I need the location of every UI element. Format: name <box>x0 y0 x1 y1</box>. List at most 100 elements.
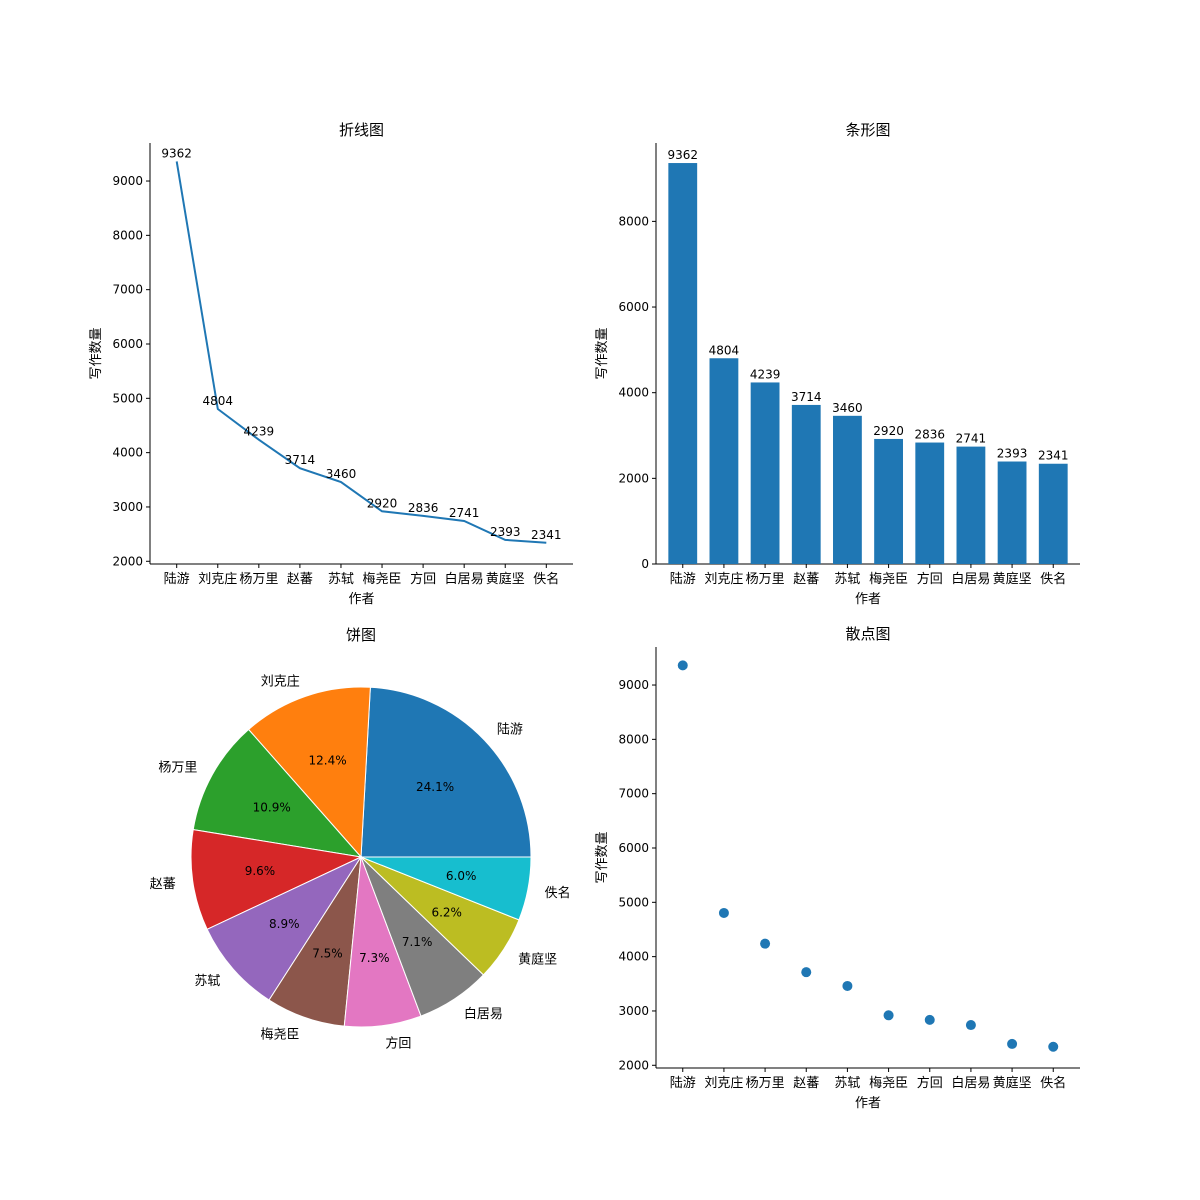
x-tick-label: 苏轼 <box>328 571 354 587</box>
data-label: 2920 <box>873 424 904 438</box>
x-tick-label: 梅尧臣 <box>363 572 402 587</box>
x-tick-label: 黄庭坚 <box>993 571 1032 587</box>
y-axis-label: 写作数量 <box>595 327 610 379</box>
data-label: 3460 <box>326 467 357 481</box>
pie-slice <box>190 829 363 930</box>
bar <box>833 415 862 564</box>
x-tick-label: 刘克庄 <box>198 571 237 587</box>
bar <box>915 442 945 564</box>
x-tick-label: 黄庭坚 <box>486 571 525 587</box>
pie-slice <box>360 686 532 858</box>
y-tick-label: 4000 <box>618 950 649 964</box>
pie-category-label: 白居易 <box>464 1006 503 1022</box>
y-tick-label: 6000 <box>618 841 649 855</box>
x-tick-label: 赵蕃 <box>793 1076 819 1091</box>
x-axis-label: 作者 <box>855 1096 881 1111</box>
subplot-line: 折线图 2000 3000 4000 5000 6000 7000 8000 9000 陆游 刘克庄… <box>89 121 573 607</box>
y-tick-label: 8000 <box>618 214 649 228</box>
bar <box>709 358 739 564</box>
data-label: 9362 <box>161 146 192 160</box>
data-label: 3714 <box>791 390 822 404</box>
y-tick-label: 4000 <box>112 446 143 460</box>
y-tick-label: 7000 <box>618 787 649 801</box>
x-tick-label: 杨万里 <box>746 572 785 587</box>
scatter-point <box>718 907 729 918</box>
subplot-pie: 饼图 24.1% 陆游 12.4% 刘克庄 10.9% 杨万里 9.6% 赵蕃 8.9% 苏轼 7.5… <box>150 626 571 1051</box>
y-axis-label: 写作数量 <box>89 327 104 379</box>
y-tick-label: 3000 <box>618 1004 649 1018</box>
pie-percent-label: 7.3% <box>359 951 390 965</box>
data-label: 4804 <box>709 343 740 357</box>
y-tick-label: 6000 <box>112 337 143 351</box>
x-tick-label: 梅尧臣 <box>869 1076 908 1091</box>
y-tick-label: 0 <box>641 557 649 571</box>
data-label: 2836 <box>914 428 945 442</box>
scatter-point <box>760 938 771 949</box>
data-label: 3460 <box>832 401 863 415</box>
data-label: 2741 <box>956 432 987 446</box>
pie-category-label: 方回 <box>385 1035 411 1051</box>
y-tick-label: 7000 <box>112 283 143 297</box>
pie-percent-label: 6.2% <box>431 905 462 919</box>
x-tick-label: 方回 <box>917 1075 943 1091</box>
pie-category-label: 佚名 <box>545 885 571 901</box>
scatter-point <box>965 1020 976 1031</box>
data-label: 2393 <box>997 447 1028 461</box>
x-tick-label: 赵蕃 <box>793 572 819 587</box>
pie-slice <box>247 686 371 859</box>
bar <box>997 461 1027 564</box>
x-tick-label: 苏轼 <box>834 1075 860 1091</box>
y-tick-label: 2000 <box>618 1058 649 1072</box>
series-line <box>175 161 547 544</box>
y-tick-label: 9000 <box>618 678 649 692</box>
chart-title: 饼图 <box>346 626 376 644</box>
bar <box>750 382 780 564</box>
x-tick-label: 刘克庄 <box>704 571 743 587</box>
bar <box>956 446 986 564</box>
y-axis-label: 写作数量 <box>595 831 610 883</box>
scatter-point <box>1048 1041 1059 1052</box>
x-tick-label: 佚名 <box>1040 1075 1066 1091</box>
scatter-point <box>801 967 812 978</box>
x-tick-label: 杨万里 <box>746 1076 785 1091</box>
scatter-point <box>842 980 853 991</box>
y-tick-label: 5000 <box>618 895 649 909</box>
scatter-point <box>677 660 688 671</box>
x-tick-label: 苏轼 <box>834 571 860 587</box>
data-label: 2741 <box>449 506 480 520</box>
pie-category-label: 陆游 <box>497 721 523 737</box>
chart-title: 散点图 <box>845 625 890 643</box>
x-tick-label: 刘克庄 <box>704 1075 743 1091</box>
data-label: 4239 <box>750 367 781 381</box>
data-label: 4239 <box>244 425 275 439</box>
scatter-point <box>883 1010 894 1021</box>
data-label: 2341 <box>531 528 562 542</box>
x-tick-label: 杨万里 <box>239 572 278 587</box>
x-tick-label: 赵蕃 <box>287 572 313 587</box>
chart-title: 折线图 <box>339 121 384 139</box>
data-label: 9362 <box>667 148 698 162</box>
x-tick-label: 白居易 <box>445 571 484 587</box>
bar <box>1038 463 1068 564</box>
y-tick-label: 4000 <box>618 386 649 400</box>
data-label: 2920 <box>367 496 398 510</box>
x-tick-label: 方回 <box>917 571 943 587</box>
y-tick-label: 3000 <box>112 500 143 514</box>
pie-percent-label: 24.1% <box>416 780 454 794</box>
pie-slice <box>360 856 532 921</box>
pie-category-label: 刘克庄 <box>261 673 300 689</box>
pie-slice <box>192 728 363 858</box>
pie-category-label: 苏轼 <box>194 973 220 989</box>
pie-percent-label: 7.5% <box>312 946 343 960</box>
y-tick-label: 2000 <box>112 554 143 568</box>
pie-percent-label: 8.9% <box>269 917 300 931</box>
x-tick-label: 黄庭坚 <box>993 1075 1032 1091</box>
bar <box>791 404 821 564</box>
chart-title: 条形图 <box>845 121 890 139</box>
bar <box>668 163 698 565</box>
x-tick-label: 陆游 <box>670 571 696 587</box>
pie-category-label: 梅尧臣 <box>261 1028 300 1043</box>
x-tick-label: 陆游 <box>164 571 190 587</box>
subplot-bar: 条形图 0 2000 4000 6000 8000 陆游 刘克庄 杨万里 赵蕃 苏轼 梅尧臣 方回 白居易… <box>595 121 1080 607</box>
